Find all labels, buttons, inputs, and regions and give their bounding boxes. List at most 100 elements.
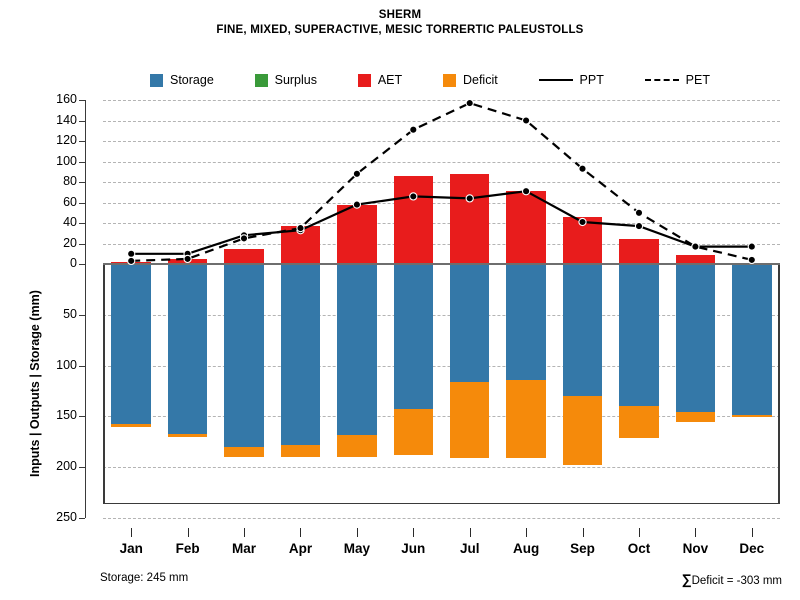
bar-deficit-feb	[167, 433, 208, 437]
x-axis-label-jul: Jul	[459, 541, 480, 556]
gridline	[103, 161, 780, 163]
y-axis-tick	[79, 141, 85, 142]
marker-ppt-jan	[127, 249, 136, 258]
y-axis-tick	[79, 365, 85, 367]
x-axis-label-may: May	[343, 541, 370, 556]
legend-item-storage[interactable]: Storage	[150, 73, 214, 87]
bar-storage-oct	[619, 264, 659, 407]
y-axis-tick	[79, 518, 85, 519]
gridline	[103, 141, 780, 142]
y-axis-tick	[79, 100, 85, 101]
bar-aet-oct	[619, 239, 659, 264]
legend-item-deficit[interactable]: Deficit	[442, 73, 498, 87]
gridline	[103, 182, 780, 183]
legend-label: Surplus	[274, 73, 317, 87]
bar-deficit-nov	[675, 412, 716, 423]
y-axis-tick	[79, 243, 85, 245]
y-axis-tick	[79, 182, 85, 183]
x-axis-tick	[638, 528, 640, 537]
legend-line-icon	[538, 79, 573, 81]
y-axis-label: 100	[56, 357, 77, 372]
bar-deficit-may	[337, 434, 377, 458]
line-overlay	[127, 98, 756, 266]
zero-baseline	[103, 263, 780, 265]
gridline	[103, 223, 780, 224]
bar-storage-may	[337, 264, 377, 435]
bar-storage-dec	[732, 264, 772, 416]
marker-pet-dec	[747, 255, 756, 265]
y-axis-label: 100	[56, 153, 77, 168]
x-axis-label-dec: Dec	[739, 541, 765, 556]
marker-pet-nov	[691, 242, 700, 251]
marker-pet-jul	[465, 98, 474, 108]
y-axis-label: 50	[63, 306, 77, 321]
legend-dashed-line-icon	[644, 79, 679, 81]
gridline	[103, 518, 780, 519]
x-axis-label-mar: Mar	[232, 541, 257, 556]
y-axis-label: 80	[63, 174, 77, 188]
y-axis-label: 20	[63, 235, 77, 250]
bar-deficit-jun	[393, 409, 434, 455]
x-axis-tick	[413, 528, 415, 537]
chart-legend: Storage Surplus AET Deficit PPT PET	[150, 70, 710, 90]
legend-item-aet[interactable]: AET	[357, 73, 402, 87]
y-axis-title: Inputs | Outputs | Storage (mm)	[28, 290, 42, 478]
marker-ppt-sep	[578, 217, 587, 227]
legend-swatch-icon	[254, 73, 268, 87]
marker-pet-feb	[183, 254, 192, 264]
y-axis-label: 140	[56, 112, 77, 127]
bar-storage-aug	[506, 264, 546, 380]
gridline	[103, 202, 780, 204]
x-axis-tick	[356, 528, 358, 537]
bar-storage-feb	[167, 264, 208, 434]
x-axis-tick	[244, 528, 246, 537]
legend-swatch-icon	[442, 73, 456, 87]
bar-aet-may	[337, 204, 377, 264]
legend-swatch-icon	[150, 73, 163, 87]
bar-storage-apr	[280, 264, 321, 445]
marker-pet-jun	[409, 125, 418, 134]
y-axis-label: 0	[70, 256, 77, 270]
bar-deficit-aug	[506, 379, 546, 459]
bar-deficit-sep	[562, 396, 603, 466]
legend-item-ppt[interactable]: PPT	[538, 73, 604, 87]
gridline	[103, 100, 780, 101]
y-axis-label: 160	[56, 92, 77, 106]
y-axis-tick	[79, 202, 85, 204]
marker-pet-sep	[578, 164, 587, 173]
bar-aet-jun	[393, 175, 434, 264]
marker-ppt-jul	[465, 194, 474, 203]
page-title: SHERM	[378, 9, 422, 21]
bar-deficit-jan	[111, 423, 151, 427]
x-axis-tick	[526, 528, 528, 537]
page-subtitle: FINE, MIXED, SUPERACTIVE, MESIC TORRERTI…	[216, 24, 584, 36]
plot-area	[103, 98, 780, 519]
legend-item-surplus[interactable]: Surplus	[254, 73, 317, 87]
x-axis-label-apr: Apr	[288, 541, 313, 556]
marker-pet-apr	[296, 223, 305, 233]
legend-item-pet[interactable]: PET	[644, 73, 710, 87]
x-axis-label-sep: Sep	[570, 541, 595, 556]
marker-ppt-dec	[747, 242, 756, 251]
marker-ppt-may	[352, 200, 362, 209]
marker-pet-aug	[521, 116, 531, 125]
x-axis-tick	[187, 528, 189, 537]
gridline	[103, 467, 780, 469]
y-axis-tick	[79, 223, 85, 224]
x-axis-tick	[751, 528, 753, 537]
y-axis-label: 40	[63, 215, 77, 229]
bar-aet-aug	[506, 191, 546, 264]
plot-frame	[778, 264, 780, 503]
y-axis-tick	[79, 416, 85, 418]
gridline	[103, 365, 780, 367]
deficit-annotation-text: Deficit = -303 mm	[691, 575, 782, 587]
marker-ppt-aug	[521, 187, 531, 196]
y-axis-label: 120	[56, 133, 77, 147]
x-axis-label-nov: Nov	[682, 541, 709, 556]
bar-storage-jul	[449, 264, 490, 382]
y-axis-tick	[79, 161, 85, 163]
bar-deficit-apr	[280, 444, 321, 458]
bar-storage-nov	[675, 264, 716, 413]
bar-storage-mar	[224, 264, 264, 447]
